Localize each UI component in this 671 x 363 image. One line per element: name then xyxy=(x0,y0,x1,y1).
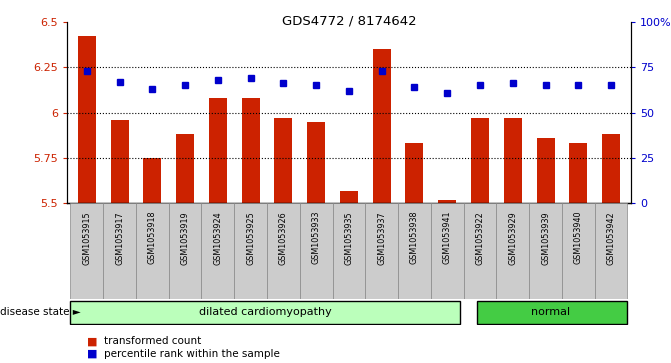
Bar xyxy=(438,200,456,203)
Bar xyxy=(168,203,201,299)
Text: percentile rank within the sample: percentile rank within the sample xyxy=(104,349,280,359)
Text: GSM1053922: GSM1053922 xyxy=(476,211,484,265)
Bar xyxy=(476,301,627,324)
Text: GSM1053933: GSM1053933 xyxy=(311,211,321,265)
Bar xyxy=(431,203,464,299)
Bar xyxy=(242,98,260,203)
Text: GSM1053919: GSM1053919 xyxy=(180,211,190,265)
Bar xyxy=(78,36,96,203)
Bar xyxy=(300,203,333,299)
Bar xyxy=(103,203,136,299)
Bar xyxy=(70,203,103,299)
Bar xyxy=(569,143,587,203)
Text: GSM1053929: GSM1053929 xyxy=(508,211,517,265)
Bar xyxy=(111,120,129,203)
Text: GSM1053924: GSM1053924 xyxy=(213,211,222,265)
Bar xyxy=(504,118,522,203)
Bar xyxy=(497,203,529,299)
Text: GSM1053941: GSM1053941 xyxy=(443,211,452,265)
Text: GSM1053915: GSM1053915 xyxy=(83,211,91,265)
Text: ■: ■ xyxy=(87,336,98,346)
Bar xyxy=(365,203,398,299)
Text: GSM1053918: GSM1053918 xyxy=(148,211,157,265)
Text: GSM1053940: GSM1053940 xyxy=(574,211,583,265)
Text: GSM1053935: GSM1053935 xyxy=(344,211,354,265)
Bar xyxy=(234,203,267,299)
Bar xyxy=(209,98,227,203)
Text: GSM1053939: GSM1053939 xyxy=(541,211,550,265)
Text: GSM1053917: GSM1053917 xyxy=(115,211,124,265)
Text: disease state ►: disease state ► xyxy=(0,307,81,317)
Text: transformed count: transformed count xyxy=(104,336,201,346)
Bar xyxy=(333,203,365,299)
Bar xyxy=(144,158,161,203)
Bar xyxy=(595,203,627,299)
Text: dilated cardiomyopathy: dilated cardiomyopathy xyxy=(199,307,331,317)
Bar xyxy=(176,134,194,203)
Bar xyxy=(267,203,300,299)
Bar xyxy=(70,301,460,324)
Text: GSM1053925: GSM1053925 xyxy=(246,211,255,265)
Bar xyxy=(471,118,489,203)
Bar xyxy=(602,134,620,203)
Text: GSM1053938: GSM1053938 xyxy=(410,211,419,265)
Bar xyxy=(372,49,391,203)
Bar xyxy=(529,203,562,299)
Text: GDS4772 / 8174642: GDS4772 / 8174642 xyxy=(282,15,416,28)
Bar xyxy=(136,203,168,299)
Text: GSM1053937: GSM1053937 xyxy=(377,211,386,265)
Bar xyxy=(464,203,497,299)
Bar xyxy=(340,191,358,203)
Text: GSM1053926: GSM1053926 xyxy=(279,211,288,265)
Text: normal: normal xyxy=(531,307,570,317)
Bar xyxy=(562,203,595,299)
Bar xyxy=(307,122,325,203)
Bar xyxy=(201,203,234,299)
Text: GSM1053942: GSM1053942 xyxy=(607,211,615,265)
Bar xyxy=(405,143,423,203)
Bar xyxy=(274,118,293,203)
Bar xyxy=(398,203,431,299)
Bar xyxy=(537,138,554,203)
Text: ■: ■ xyxy=(87,349,98,359)
